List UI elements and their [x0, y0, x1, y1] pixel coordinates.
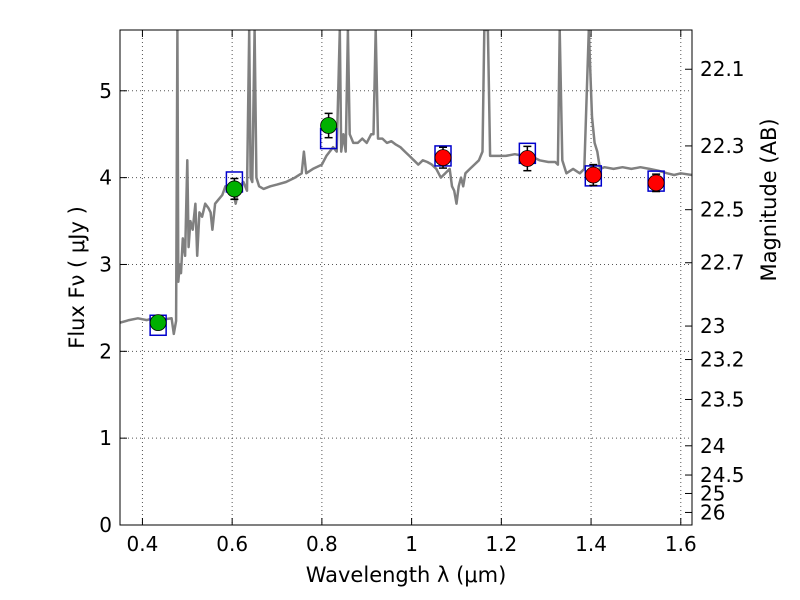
data-point [149, 314, 167, 332]
data-point [647, 174, 665, 192]
data-point [320, 117, 338, 134]
mag-tick-label: 23.2 [700, 348, 745, 372]
y-tick-label: 2 [99, 339, 112, 363]
mag-tick-label: 22.1 [700, 57, 745, 81]
mag-tick-label: 25 [700, 481, 725, 505]
x-tick-labels: 0.4 0.6 0.8 1 1.2 1.4 1.6 [127, 532, 697, 556]
y-tick-label: 4 [99, 166, 112, 190]
mag-tick-label: 24.5 [700, 463, 745, 487]
y-tick-label: 5 [99, 79, 112, 103]
y2-axis-label: Magnitude (AB) [757, 118, 781, 281]
data-point [518, 150, 536, 167]
spectrum-line [120, 30, 692, 336]
data-point [225, 180, 243, 198]
mag-tick-label: 22.3 [700, 134, 745, 158]
x-tick-label: 0.8 [306, 532, 338, 556]
x-axis-label: Wavelength λ (μm) [306, 563, 507, 587]
data-point [584, 166, 602, 184]
mag-tick-label: 22.5 [700, 198, 745, 222]
mag-tick-label: 23 [700, 314, 725, 338]
x-tick-label: 1 [405, 532, 418, 556]
mag-tick-label: 22.7 [700, 251, 745, 275]
y-tick-labels: 0 1 2 3 4 5 [99, 79, 112, 537]
y-tick-label: 3 [99, 252, 112, 276]
x-tick-label: 1.6 [665, 532, 697, 556]
x-tick-label: 1.4 [575, 532, 607, 556]
mag-tick-label: 26 [700, 500, 725, 524]
plot-frame [119, 29, 693, 526]
y-tick-label: 1 [99, 426, 112, 450]
axis-ticks [120, 30, 692, 526]
photometry-points [149, 117, 665, 332]
spectrum-series [120, 30, 692, 336]
x-tick-label: 0.6 [216, 532, 248, 556]
y-axis-label: Flux Fν ( μJy ) [65, 206, 89, 349]
mag-tick-label: 23.5 [700, 387, 745, 411]
x-tick-label: 0.4 [127, 532, 159, 556]
y-tick-label: 0 [99, 513, 112, 537]
x-tick-label: 1.2 [485, 532, 517, 556]
data-point [434, 149, 452, 167]
mag-tick-label: 24 [700, 434, 725, 458]
